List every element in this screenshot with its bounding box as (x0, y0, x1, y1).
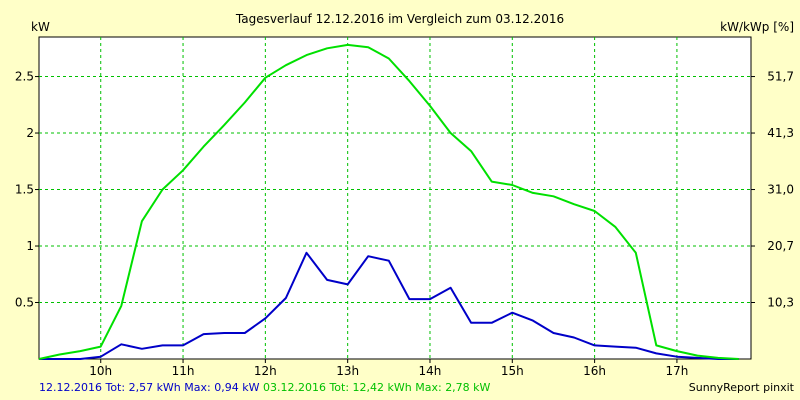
series-layer (38, 43, 739, 360)
series-line-2 (38, 43, 739, 360)
x-tick-label: 16h (583, 364, 606, 378)
y-tick-label-right: 51,7 (767, 70, 794, 84)
x-tick-label: 10h (89, 364, 112, 378)
plot-area (38, 36, 752, 360)
series-line-1 (39, 251, 739, 360)
y-tick-label-left: 1 (26, 239, 34, 253)
y-axis-label-right: kW/kWp [%] (720, 20, 794, 34)
credit-text: SunnyReport pinxit (688, 381, 794, 394)
x-tick-label: 11h (172, 364, 195, 378)
y-tick-label-left: 1.5 (15, 183, 34, 197)
y-tick-label-left: 2.5 (15, 70, 34, 84)
y-tick-label-left: 0.5 (15, 296, 34, 310)
y-tick-label-right: 31,0 (767, 183, 794, 197)
y-tick-label-right: 10,3 (767, 296, 794, 310)
x-tick-label: 13h (336, 364, 359, 378)
y-tick-label-left: 2 (26, 126, 34, 140)
legend-series-1: 12.12.2016 Tot: 2,57 kWh Max: 0,94 kW (39, 381, 260, 394)
legend-series-2: 03.12.2016 Tot: 12,42 kWh Max: 2,78 kW (262, 381, 491, 394)
y-tick-label-right: 20,7 (767, 239, 794, 253)
legend: 12.12.2016 Tot: 2,57 kWh Max: 0,94 kW 03… (39, 381, 490, 394)
y-axis-label-left: kW (31, 20, 50, 34)
x-tick-label: 15h (501, 364, 524, 378)
chart-title: Tagesverlauf 12.12.2016 im Vergleich zum… (235, 12, 564, 26)
x-tick-label: 12h (254, 364, 277, 378)
y-tick-label-right: 41,3 (767, 126, 794, 140)
x-tick-label: 14h (419, 364, 442, 378)
tick-labels: 10h 11h 12h 13h 14h 15h 16h 17h 0.5 10,3 1 20,7 1.5 3… (15, 70, 794, 378)
x-tick-label: 17h (665, 364, 688, 378)
grid (39, 37, 751, 359)
